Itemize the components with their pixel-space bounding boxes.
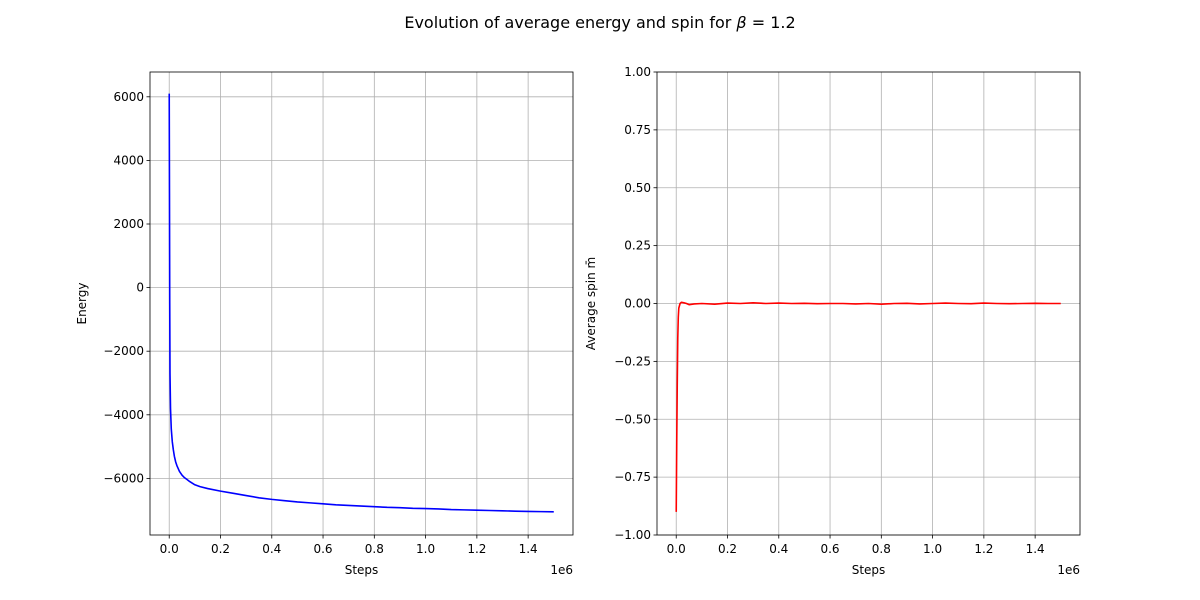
spin-x-tick-label: 0.4 [769,542,788,556]
spin-y-tick-label: 0.50 [624,181,651,195]
energy-y-tick-label: 6000 [113,90,144,104]
energy-x-offset-label: 1e6 [550,563,573,577]
energy-x-tick-label: 0.8 [365,542,384,556]
spin-y-tick-label: 0.00 [624,297,651,311]
spin-y-axis-label: Average spin m̄ [584,257,598,350]
spin-series-line [675,301,1061,512]
spin-x-tick-label: 0.8 [872,542,891,556]
spin-x-axis-label: Steps [852,563,886,577]
figure-title-text: Evolution of average energy and spin for [404,13,736,32]
spin-plot: 0.0 0.2 0.4 0.6 0.8 1.0 1.2 1.4 −1.00 −0.75 −0.50 −… [584,65,1081,577]
spin-x-tick-label: 0.0 [667,542,686,556]
spin-x-tick-label: 0.6 [820,542,839,556]
spin-y-tick-label: 1.00 [624,65,651,79]
energy-series-line [168,93,554,513]
figure-title-beta: β [735,13,746,32]
energy-x-tick-label: 0.0 [160,542,179,556]
spin-y-tick-label: −0.25 [614,354,651,368]
spin-x-tick-label: 1.2 [974,542,993,556]
spin-y-tick-label: −0.75 [614,470,651,484]
spin-x-tick-label: 1.4 [1026,542,1045,556]
energy-plot: 0.0 0.2 0.4 0.6 0.8 1.0 1.2 1.4 −6000 −4000 −2000 0… [75,71,574,577]
energy-axes-frame [149,71,574,536]
energy-x-tick-label: 0.4 [262,542,281,556]
energy-y-tick-label: 4000 [113,153,144,167]
energy-y-tick-label: 0 [136,281,144,295]
spin-x-offset-label: 1e6 [1057,563,1080,577]
energy-y-axis-label: Energy [75,282,89,324]
spin-y-tick-label: −0.50 [614,412,651,426]
energy-y-tick-label: −6000 [103,471,144,485]
figure-title: Evolution of average energy and spin for… [404,13,795,32]
energy-y-tick-label: −4000 [103,408,144,422]
figure-title-value: = 1.2 [747,13,796,32]
energy-x-tick-label: 1.4 [519,542,538,556]
spin-y-tick-label: −1.00 [614,528,651,542]
energy-x-tick-label: 1.2 [467,542,486,556]
spin-y-tick-label: 0.25 [624,239,651,253]
spin-y-tick-label: 0.75 [624,123,651,137]
energy-y-tick-label: −2000 [103,344,144,358]
spin-x-tick-label: 1.0 [923,542,942,556]
spin-x-tick-label: 0.2 [718,542,737,556]
energy-x-tick-label: 1.0 [416,542,435,556]
energy-x-axis-label: Steps [345,563,379,577]
energy-y-tick-label: 2000 [113,217,144,231]
energy-x-tick-label: 0.2 [211,542,230,556]
energy-x-tick-label: 0.6 [313,542,332,556]
